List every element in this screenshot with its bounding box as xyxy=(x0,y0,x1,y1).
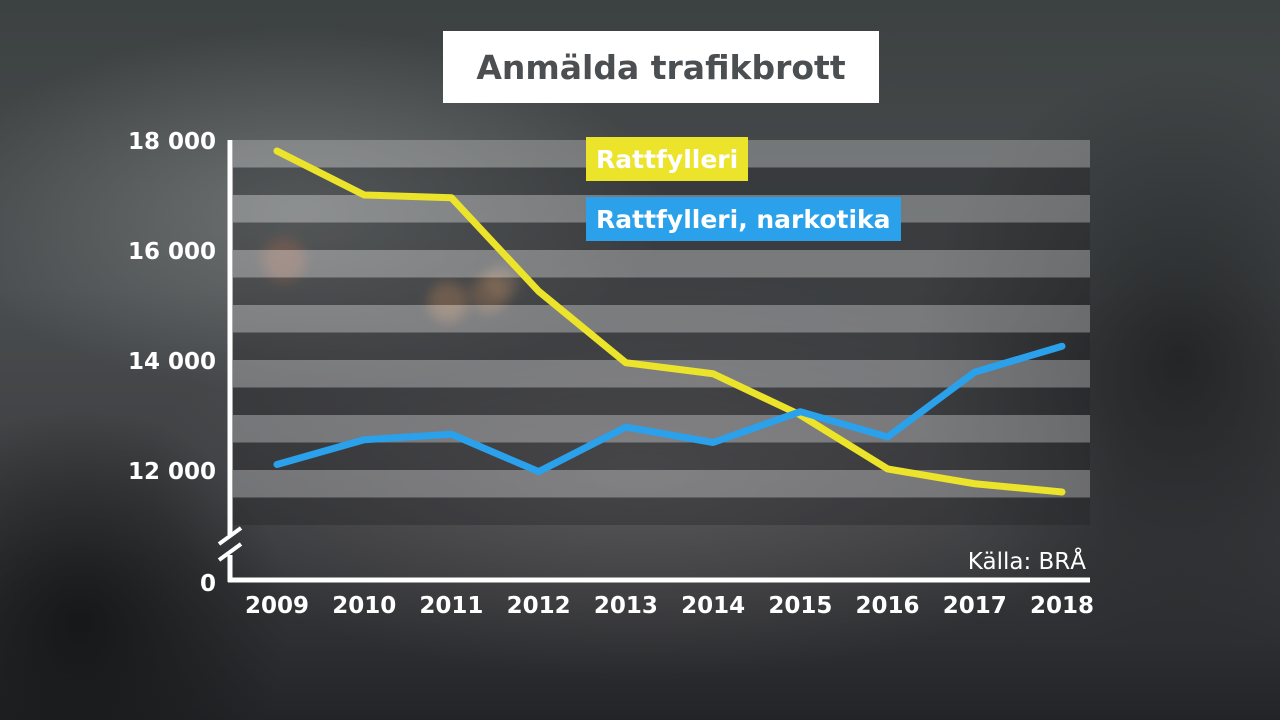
background-light-3 xyxy=(470,275,508,313)
x-tick-label: 2017 xyxy=(943,593,1007,619)
x-tick-label: 2018 xyxy=(1030,593,1094,619)
y-tick-label: 12 000 xyxy=(128,459,216,485)
grid-band xyxy=(233,387,1090,415)
legend-rattfylleri: Rattfylleri xyxy=(586,137,749,181)
x-tick-label: 2012 xyxy=(507,593,571,619)
y-tick-label: 16 000 xyxy=(128,239,216,265)
background-light-1 xyxy=(262,238,306,282)
y-tick-label: 0 xyxy=(200,571,216,597)
legend-rattfylleri-narkotika: Rattfylleri, narkotika xyxy=(586,197,901,241)
grid-band xyxy=(233,497,1090,525)
legend-label-rattfylleri-narkotika: Rattfylleri, narkotika xyxy=(596,204,891,234)
x-tick-label: 2009 xyxy=(245,593,309,619)
series-line-rattfylleri-narkotika xyxy=(273,342,1066,476)
grid-band xyxy=(233,332,1090,360)
x-tick-label: 2011 xyxy=(419,593,483,619)
x-tick-label: 2010 xyxy=(332,593,396,619)
grid-band xyxy=(233,442,1090,470)
x-tick-label: 2016 xyxy=(856,593,920,619)
series-line-rattfylleri xyxy=(273,147,1066,496)
y-tick-label: 18 000 xyxy=(128,129,216,155)
chart-title-box: Anmälda trafikbrott xyxy=(443,31,879,103)
y-tick-labels: 0 12 000 14 000 16 000 18 000 xyxy=(128,129,216,597)
axis-break-mark-2 xyxy=(217,542,243,562)
axis-break-mark-1 xyxy=(217,526,243,546)
x-tick-label: 2015 xyxy=(768,593,832,619)
x-tick-labels: 2009 2010 2011 2012 2013 2014 2015 2016 2017 2018 xyxy=(245,593,1094,619)
x-tick-label: 2014 xyxy=(681,593,745,619)
source-label: Källa: BRÅ xyxy=(967,549,1086,575)
grid-band xyxy=(233,305,1090,333)
grid-band xyxy=(233,277,1090,305)
series-lines xyxy=(273,147,1066,496)
x-tick-label: 2013 xyxy=(594,593,658,619)
background-light-4 xyxy=(485,265,519,299)
axes xyxy=(217,140,1090,583)
grid-band xyxy=(233,250,1090,278)
background-light-2 xyxy=(428,282,468,322)
y-tick-label: 14 000 xyxy=(128,349,216,375)
legend-label-rattfylleri: Rattfylleri xyxy=(596,144,739,174)
chart-title: Anmälda trafikbrott xyxy=(476,47,846,87)
grid-band xyxy=(233,470,1090,498)
